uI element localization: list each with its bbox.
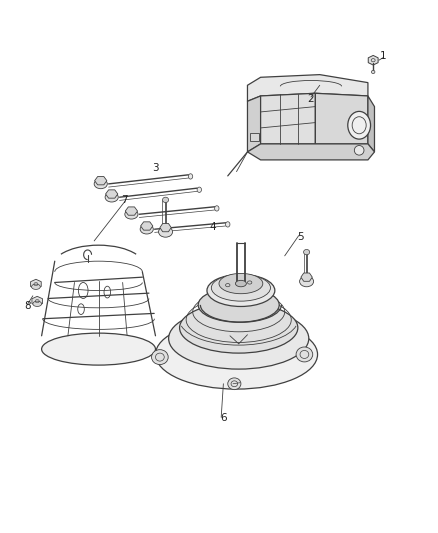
Polygon shape — [261, 93, 315, 144]
Ellipse shape — [300, 276, 314, 287]
Ellipse shape — [197, 187, 201, 192]
Text: 4: 4 — [209, 222, 216, 231]
Polygon shape — [31, 279, 41, 289]
Polygon shape — [247, 96, 261, 152]
Text: 5: 5 — [297, 232, 304, 242]
Ellipse shape — [371, 70, 375, 74]
Ellipse shape — [169, 308, 309, 369]
Ellipse shape — [105, 192, 118, 202]
Polygon shape — [141, 222, 153, 230]
Bar — [250, 133, 259, 141]
Ellipse shape — [94, 179, 107, 189]
Ellipse shape — [348, 111, 371, 139]
Ellipse shape — [125, 209, 138, 219]
Polygon shape — [95, 176, 107, 185]
Ellipse shape — [228, 378, 241, 390]
Ellipse shape — [215, 206, 219, 211]
Ellipse shape — [33, 301, 42, 306]
Ellipse shape — [219, 273, 263, 294]
Ellipse shape — [236, 280, 246, 287]
Text: 6: 6 — [220, 414, 227, 423]
Polygon shape — [160, 223, 171, 232]
Ellipse shape — [207, 274, 275, 306]
Text: 2: 2 — [307, 94, 314, 103]
Ellipse shape — [32, 284, 40, 289]
Ellipse shape — [211, 274, 271, 301]
Text: 7: 7 — [121, 195, 128, 205]
Ellipse shape — [180, 303, 298, 353]
Ellipse shape — [304, 249, 310, 255]
Ellipse shape — [140, 224, 153, 234]
Polygon shape — [247, 144, 374, 160]
Polygon shape — [125, 207, 138, 215]
Ellipse shape — [198, 288, 279, 322]
Polygon shape — [368, 55, 378, 65]
Text: 1: 1 — [380, 51, 387, 61]
Polygon shape — [32, 296, 42, 306]
Polygon shape — [368, 96, 374, 152]
Ellipse shape — [159, 227, 173, 237]
Polygon shape — [315, 93, 368, 144]
Ellipse shape — [226, 222, 230, 227]
Ellipse shape — [354, 146, 364, 155]
Polygon shape — [301, 273, 312, 281]
Ellipse shape — [296, 347, 313, 362]
Polygon shape — [106, 190, 118, 198]
Ellipse shape — [42, 333, 155, 365]
Text: 8: 8 — [24, 302, 31, 311]
Ellipse shape — [188, 174, 193, 179]
Ellipse shape — [152, 350, 168, 365]
Ellipse shape — [162, 197, 169, 203]
Text: 3: 3 — [152, 163, 159, 173]
Ellipse shape — [155, 320, 318, 389]
Polygon shape — [247, 75, 368, 101]
